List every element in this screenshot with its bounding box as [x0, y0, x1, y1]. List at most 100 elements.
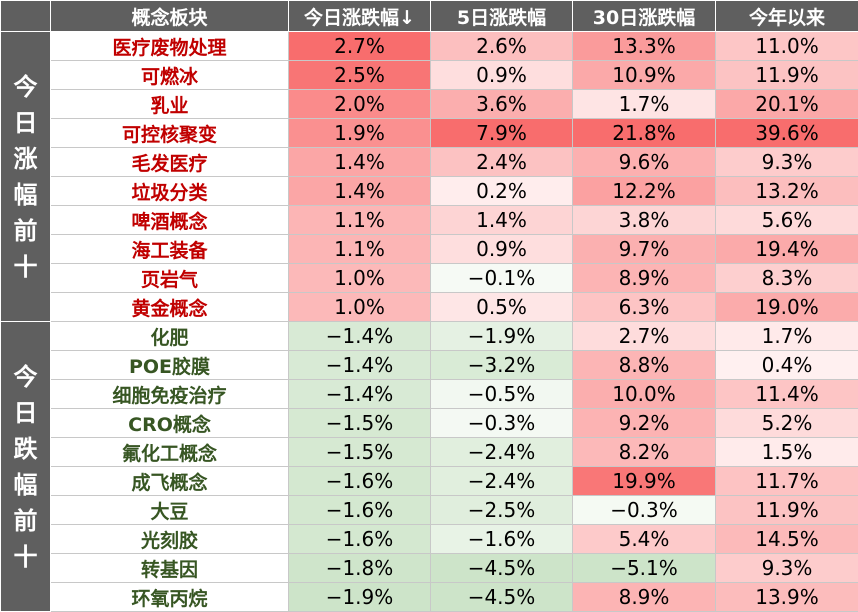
sector-name[interactable]: 海工装备	[51, 235, 289, 264]
value-cell-today: −1.6%	[289, 467, 431, 496]
sector-name[interactable]: CRO概念	[51, 409, 289, 438]
value-cell-d30: 9.7%	[573, 235, 716, 264]
table-row[interactable]: 今日跌幅前十化肥−1.4%−1.9%2.7%1.7%	[1, 322, 858, 351]
value-cell-today: −1.8%	[289, 554, 431, 583]
value-cell-ytd: 5.6%	[716, 206, 858, 235]
value-cell-ytd: 14.5%	[716, 525, 858, 554]
sector-name[interactable]: POE胶膜	[51, 351, 289, 380]
sector-name[interactable]: 毛发医疗	[51, 148, 289, 177]
value-cell-ytd: 19.0%	[716, 293, 858, 322]
value-cell-d30: 8.8%	[573, 351, 716, 380]
value-cell-ytd: 13.2%	[716, 177, 858, 206]
table-row[interactable]: 光刻胶−1.6%−1.6%5.4%14.5%	[1, 525, 858, 554]
table-row[interactable]: POE胶膜−1.4%−3.2%8.8%0.4%	[1, 351, 858, 380]
sector-name[interactable]: 大豆	[51, 496, 289, 525]
sector-name[interactable]: 页岩气	[51, 264, 289, 293]
table-row[interactable]: 环氧丙烷−1.9%−4.5%8.9%13.9%	[1, 583, 858, 612]
header-5d-change[interactable]: 5日涨跌幅	[431, 1, 573, 32]
sector-name[interactable]: 转基因	[51, 554, 289, 583]
header-ytd-change[interactable]: 今年以来	[716, 1, 858, 32]
value-cell-today: −1.6%	[289, 525, 431, 554]
sector-name[interactable]: 啤酒概念	[51, 206, 289, 235]
value-cell-ytd: 5.2%	[716, 409, 858, 438]
value-cell-d5: 0.2%	[431, 177, 573, 206]
value-cell-ytd: 8.3%	[716, 264, 858, 293]
sector-name[interactable]: 成飞概念	[51, 467, 289, 496]
value-cell-ytd: 39.6%	[716, 119, 858, 148]
sector-name[interactable]: 环氧丙烷	[51, 583, 289, 612]
value-cell-ytd: 9.3%	[716, 554, 858, 583]
sector-name[interactable]: 光刻胶	[51, 525, 289, 554]
value-cell-today: 1.1%	[289, 235, 431, 264]
value-cell-today: 1.0%	[289, 293, 431, 322]
value-cell-ytd: 9.3%	[716, 148, 858, 177]
value-cell-ytd: 13.9%	[716, 583, 858, 612]
header-today-change[interactable]: 今日涨跌幅↓	[289, 1, 431, 32]
sector-name[interactable]: 乳业	[51, 90, 289, 119]
value-cell-ytd: 20.1%	[716, 90, 858, 119]
table-row[interactable]: 氟化工概念−1.5%−2.4%8.2%1.5%	[1, 438, 858, 467]
sector-name[interactable]: 垃圾分类	[51, 177, 289, 206]
value-cell-d5: 0.9%	[431, 235, 573, 264]
value-cell-today: −1.9%	[289, 583, 431, 612]
value-cell-d30: −0.3%	[573, 496, 716, 525]
value-cell-d30: 5.4%	[573, 525, 716, 554]
sector-name[interactable]: 化肥	[51, 322, 289, 351]
value-cell-d30: 2.7%	[573, 322, 716, 351]
value-cell-d30: 21.8%	[573, 119, 716, 148]
value-cell-today: 2.0%	[289, 90, 431, 119]
value-cell-today: 2.7%	[289, 32, 431, 61]
side-label-top-gainers: 今日涨幅前十	[1, 32, 51, 322]
header-corner	[1, 1, 51, 32]
sector-name[interactable]: 可控核聚变	[51, 119, 289, 148]
value-cell-today: −1.4%	[289, 380, 431, 409]
sector-name[interactable]: 黄金概念	[51, 293, 289, 322]
value-cell-d30: 6.3%	[573, 293, 716, 322]
value-cell-d30: 8.9%	[573, 583, 716, 612]
value-cell-today: −1.5%	[289, 438, 431, 467]
sector-name[interactable]: 医疗废物处理	[51, 32, 289, 61]
value-cell-ytd: 0.4%	[716, 351, 858, 380]
value-cell-d30: 10.0%	[573, 380, 716, 409]
table-row[interactable]: 成飞概念−1.6%−2.4%19.9%11.7%	[1, 467, 858, 496]
table-row[interactable]: CRO概念−1.5%−0.3%9.2%5.2%	[1, 409, 858, 438]
value-cell-today: −1.6%	[289, 496, 431, 525]
value-cell-d30: 13.3%	[573, 32, 716, 61]
value-cell-ytd: 11.9%	[716, 61, 858, 90]
value-cell-today: 1.0%	[289, 264, 431, 293]
value-cell-ytd: 19.4%	[716, 235, 858, 264]
value-cell-d5: 0.5%	[431, 293, 573, 322]
value-cell-d5: −2.4%	[431, 438, 573, 467]
value-cell-d5: −0.3%	[431, 409, 573, 438]
table-row[interactable]: 大豆−1.6%−2.5%−0.3%11.9%	[1, 496, 858, 525]
value-cell-ytd: 1.5%	[716, 438, 858, 467]
value-cell-d30: 8.2%	[573, 438, 716, 467]
value-cell-d5: 3.6%	[431, 90, 573, 119]
value-cell-d30: −5.1%	[573, 554, 716, 583]
sector-name[interactable]: 氟化工概念	[51, 438, 289, 467]
header-30d-change[interactable]: 30日涨跌幅	[573, 1, 716, 32]
table-row[interactable]: 细胞免疫治疗−1.4%−0.5%10.0%11.4%	[1, 380, 858, 409]
value-cell-today: 2.5%	[289, 61, 431, 90]
sector-name[interactable]: 可燃冰	[51, 61, 289, 90]
side-label-top-losers: 今日跌幅前十	[1, 322, 51, 612]
value-cell-today: 1.4%	[289, 177, 431, 206]
value-cell-d5: −2.4%	[431, 467, 573, 496]
value-cell-d5: −0.5%	[431, 380, 573, 409]
value-cell-d5: −1.9%	[431, 322, 573, 351]
value-cell-ytd: 1.7%	[716, 322, 858, 351]
value-cell-today: −1.4%	[289, 351, 431, 380]
sector-name[interactable]: 细胞免疫治疗	[51, 380, 289, 409]
table-row[interactable]: 转基因−1.8%−4.5%−5.1%9.3%	[1, 554, 858, 583]
